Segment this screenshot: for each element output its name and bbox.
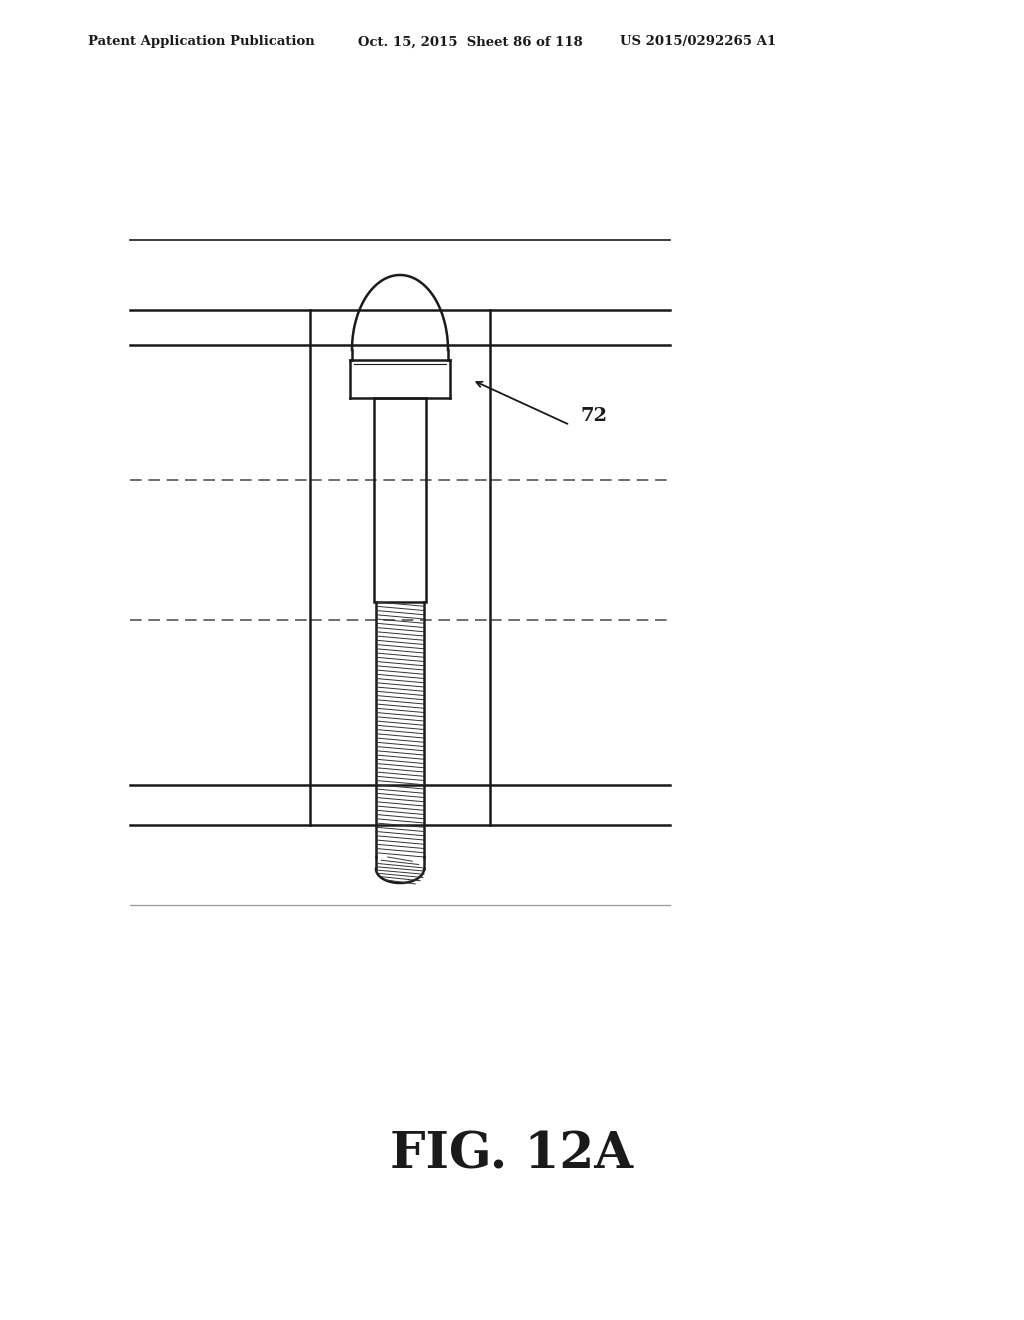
Text: FIG. 12A: FIG. 12A — [390, 1130, 634, 1180]
Text: Oct. 15, 2015  Sheet 86 of 118: Oct. 15, 2015 Sheet 86 of 118 — [358, 36, 583, 49]
Text: Patent Application Publication: Patent Application Publication — [88, 36, 314, 49]
Text: 72: 72 — [580, 407, 607, 425]
Text: US 2015/0292265 A1: US 2015/0292265 A1 — [620, 36, 776, 49]
